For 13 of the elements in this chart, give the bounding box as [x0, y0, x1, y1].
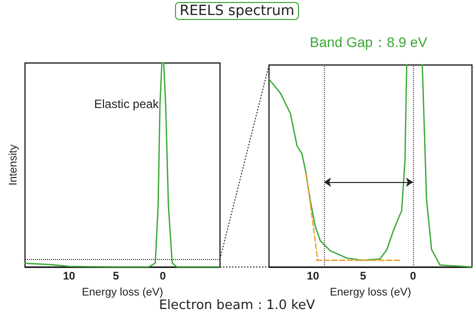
x-axis-title: Energy loss (eV) — [330, 286, 412, 298]
text: Electron beam：1.0 keV — [158, 298, 316, 313]
x-tick-label: 0 — [160, 270, 166, 282]
x-axis-title: Energy loss (eV) — [82, 286, 164, 298]
x-tick-label: 5 — [112, 270, 119, 282]
x-tick-label: 10 — [306, 270, 320, 282]
y-axis-title: Intensity — [8, 144, 20, 186]
chart-title: REELS spectrum — [174, 2, 300, 20]
x-tick-label: 10 — [62, 270, 76, 282]
text: Band Gap：8.9 eV — [310, 34, 428, 50]
annotation: Elastic peak — [94, 96, 160, 111]
x-tick-label: 5 — [360, 270, 366, 282]
x-tick-label: 0 — [410, 270, 416, 282]
